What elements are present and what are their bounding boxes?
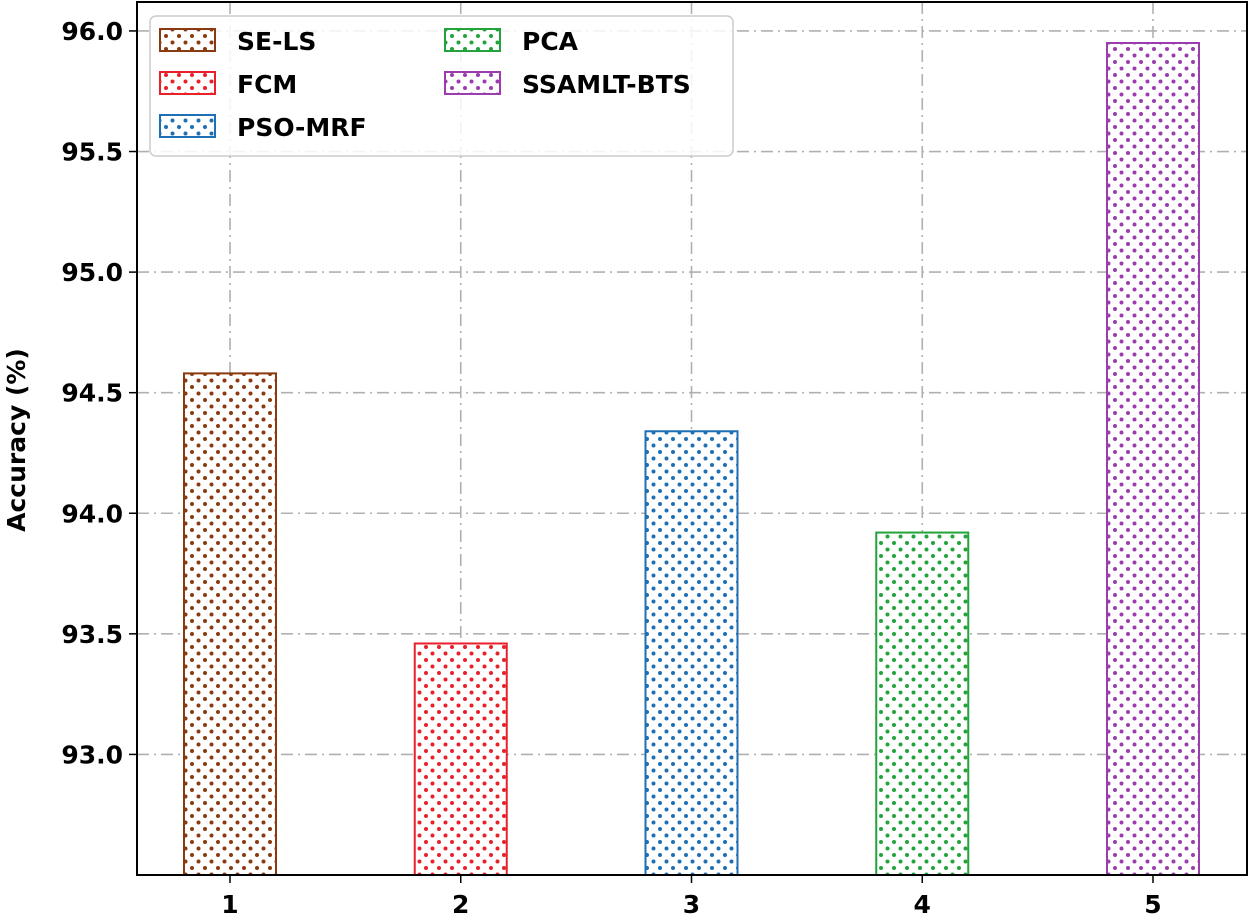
x-tick-label: 4 — [914, 890, 931, 919]
legend-item: SSAMLT-BTS — [444, 70, 691, 99]
legend-label: PSO-MRF — [237, 113, 367, 142]
y-tick-label: 95.5 — [61, 138, 123, 167]
legend: SE-LS FCM PSO-MRF PCA SSAMLT-BTS — [149, 15, 734, 157]
bar-3 — [644, 430, 739, 876]
legend-item: PCA — [444, 27, 579, 56]
bar-2 — [413, 642, 508, 877]
y-axis-label: Accuracy (%) — [2, 348, 31, 532]
tick-labels: 93.0 93.5 94.0 94.5 95.0 95.5 96.0 1 2 3 4 5 — [61, 17, 1161, 919]
bar-4 — [875, 531, 970, 876]
x-tick-label: 2 — [452, 890, 469, 919]
y-tick-label: 95.0 — [61, 258, 123, 287]
legend-swatch — [159, 28, 216, 52]
y-tick-label: 93.5 — [61, 620, 123, 649]
legend-swatch — [159, 114, 216, 138]
x-tick-label: 3 — [683, 890, 700, 919]
legend-item: PSO-MRF — [159, 113, 367, 142]
y-tick-label: 96.0 — [61, 17, 123, 46]
legend-item: SE-LS — [159, 27, 316, 56]
bar-5 — [1106, 41, 1200, 876]
legend-swatch — [444, 71, 501, 95]
legend-label: PCA — [522, 27, 579, 56]
x-tick-label: 5 — [1144, 890, 1161, 919]
legend-box — [149, 15, 734, 157]
bars — [183, 41, 1200, 877]
y-tick-label: 93.0 — [61, 740, 123, 769]
y-tick-label: 94.5 — [61, 379, 123, 408]
legend-label: FCM — [237, 70, 297, 99]
legend-swatch — [444, 28, 501, 52]
legend-label: SE-LS — [237, 27, 316, 56]
bar-1 — [183, 372, 277, 876]
legend-swatch — [159, 71, 216, 95]
legend-item: FCM — [159, 70, 297, 99]
x-tick-label: 1 — [221, 890, 238, 919]
y-tick-label: 94.0 — [61, 499, 123, 528]
legend-label: SSAMLT-BTS — [522, 70, 691, 99]
